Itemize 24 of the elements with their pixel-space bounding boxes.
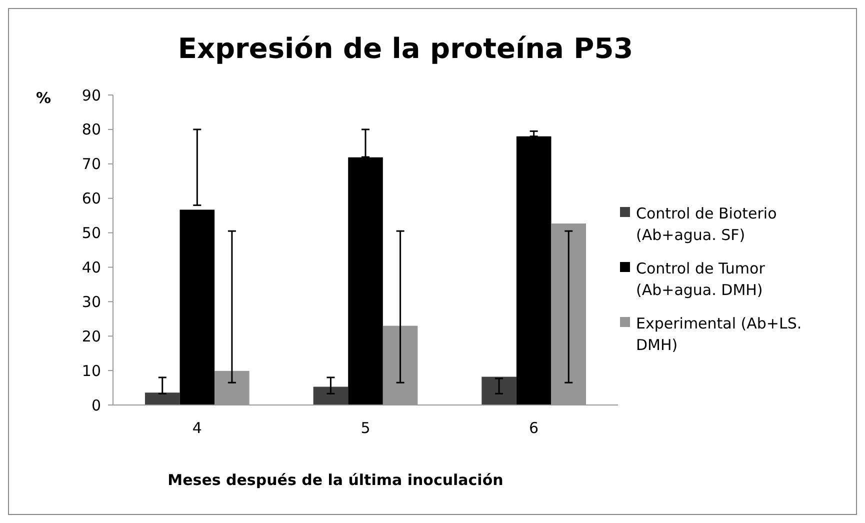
y-tick-label: 60 <box>82 190 101 208</box>
y-tick-label: 90 <box>82 86 101 104</box>
legend-label: Control de Bioterio (Ab+agua. SF) <box>636 204 777 244</box>
legend-label: Experimental (Ab+LS. DMH) <box>636 314 802 354</box>
bar <box>144 392 180 405</box>
y-tick-label: 0 <box>91 396 101 414</box>
y-tick-label: 70 <box>82 155 101 174</box>
y-axis-title: % <box>36 89 52 107</box>
y-tick-label: 80 <box>82 120 101 139</box>
y-tick-label: 20 <box>82 327 101 346</box>
y-tick-label: 40 <box>82 258 101 276</box>
x-axis-title: Meses después de la última inoculación <box>168 471 504 489</box>
bar <box>180 210 215 405</box>
y-tick-label: 30 <box>82 292 101 311</box>
bar <box>516 136 552 405</box>
y-tick-label: 50 <box>82 224 101 242</box>
bar <box>482 376 516 405</box>
legend-label: Control de Tumor (Ab+agua. DMH) <box>636 259 766 299</box>
bar <box>313 386 348 405</box>
y-tick-label: 10 <box>82 362 101 380</box>
chart-title: Expresión de la proteína P53 <box>178 32 634 65</box>
x-tick-label: 4 <box>192 419 202 437</box>
x-tick-label: 6 <box>529 419 539 437</box>
x-tick-label: 5 <box>360 419 370 437</box>
